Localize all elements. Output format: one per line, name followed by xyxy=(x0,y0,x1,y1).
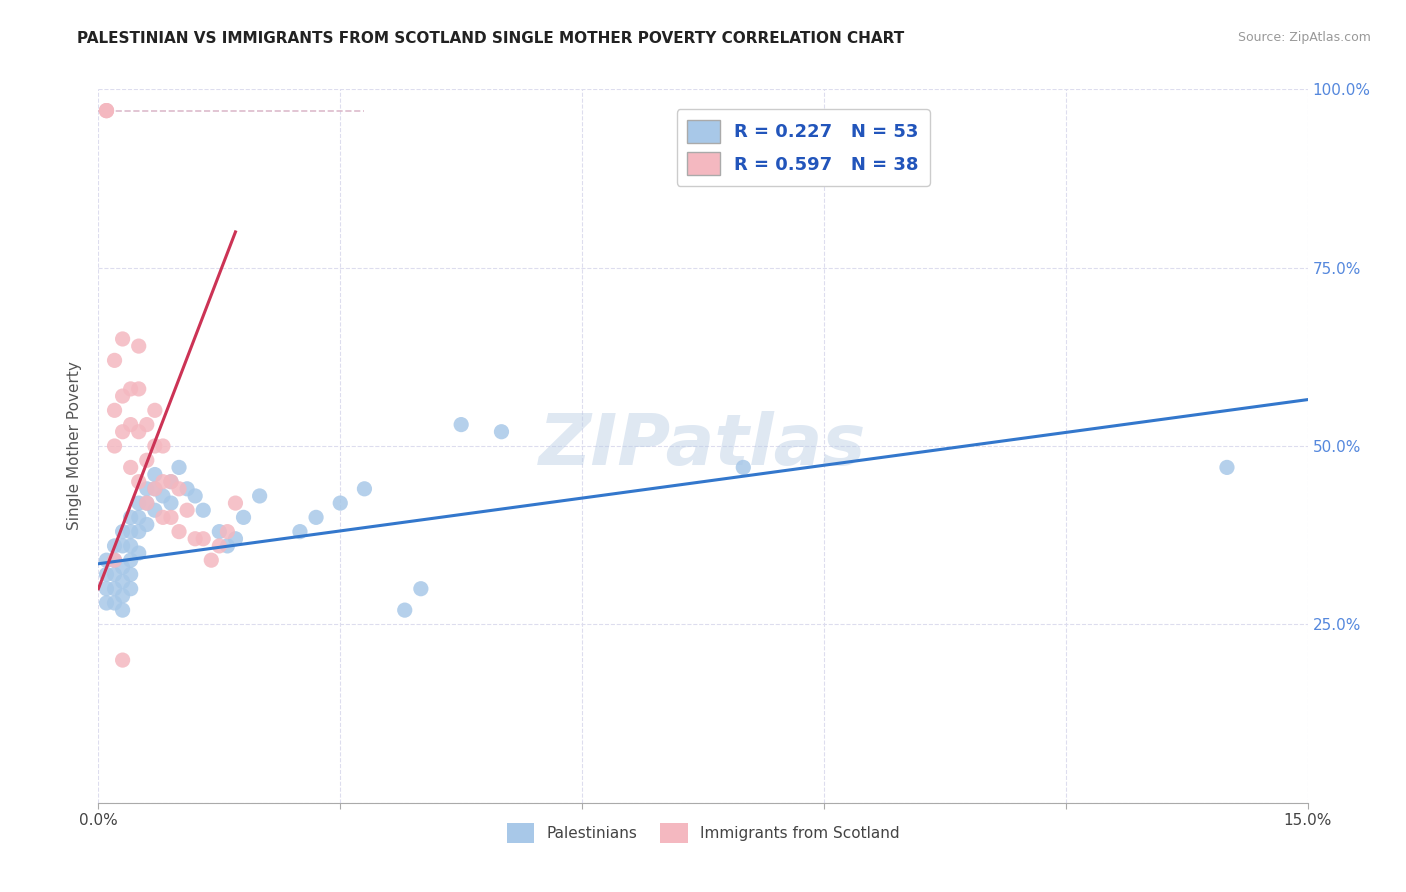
Point xyxy=(96,582,118,596)
Point xyxy=(152,439,174,453)
Point xyxy=(135,496,157,510)
Point xyxy=(184,489,207,503)
Point xyxy=(120,417,142,432)
Point xyxy=(128,546,150,560)
Point xyxy=(152,489,174,503)
Legend: Palestinians, Immigrants from Scotland: Palestinians, Immigrants from Scotland xyxy=(501,817,905,848)
Point xyxy=(120,553,142,567)
Point xyxy=(128,510,150,524)
Point xyxy=(200,553,222,567)
Point xyxy=(143,439,166,453)
Point xyxy=(143,482,166,496)
Point xyxy=(103,403,125,417)
Point xyxy=(224,532,246,546)
Point xyxy=(111,524,134,539)
Point xyxy=(120,567,142,582)
Point xyxy=(217,524,239,539)
Point xyxy=(103,553,125,567)
Point xyxy=(176,503,198,517)
Point xyxy=(103,353,125,368)
Point xyxy=(288,524,311,539)
Point xyxy=(111,603,134,617)
Point xyxy=(160,510,183,524)
Point xyxy=(143,467,166,482)
Point xyxy=(120,382,142,396)
Point xyxy=(733,460,755,475)
Point xyxy=(152,510,174,524)
Point xyxy=(143,403,166,417)
Point xyxy=(128,382,150,396)
Point xyxy=(176,482,198,496)
Point xyxy=(143,482,166,496)
Point xyxy=(491,425,513,439)
Point xyxy=(96,567,118,582)
Point xyxy=(128,475,150,489)
Point xyxy=(193,532,215,546)
Point xyxy=(103,553,125,567)
Point xyxy=(120,524,142,539)
Point xyxy=(135,453,157,467)
Point xyxy=(103,567,125,582)
Point xyxy=(208,539,231,553)
Point xyxy=(224,496,246,510)
Point xyxy=(135,517,157,532)
Point xyxy=(135,482,157,496)
Point xyxy=(167,482,190,496)
Point xyxy=(128,339,150,353)
Point xyxy=(111,653,134,667)
Point xyxy=(103,582,125,596)
Point xyxy=(120,582,142,596)
Point xyxy=(96,103,118,118)
Point xyxy=(329,496,352,510)
Point xyxy=(111,332,134,346)
Point xyxy=(167,460,190,475)
Point xyxy=(96,103,118,118)
Point xyxy=(128,425,150,439)
Point xyxy=(111,589,134,603)
Point xyxy=(120,539,142,553)
Point xyxy=(409,582,432,596)
Point xyxy=(96,553,118,567)
Point xyxy=(232,510,254,524)
Point xyxy=(450,417,472,432)
Point xyxy=(120,510,142,524)
Y-axis label: Single Mother Poverty: Single Mother Poverty xyxy=(67,361,83,531)
Point xyxy=(143,503,166,517)
Point xyxy=(96,596,118,610)
Point xyxy=(193,503,215,517)
Point xyxy=(111,539,134,553)
Point xyxy=(208,524,231,539)
Point xyxy=(184,532,207,546)
Point xyxy=(152,475,174,489)
Point xyxy=(249,489,271,503)
Text: Source: ZipAtlas.com: Source: ZipAtlas.com xyxy=(1237,31,1371,45)
Point xyxy=(135,417,157,432)
Point xyxy=(160,496,183,510)
Text: ZIPatlas: ZIPatlas xyxy=(540,411,866,481)
Point xyxy=(128,524,150,539)
Point xyxy=(305,510,328,524)
Point xyxy=(111,425,134,439)
Point xyxy=(217,539,239,553)
Point xyxy=(103,439,125,453)
Point xyxy=(111,389,134,403)
Point xyxy=(160,475,183,489)
Point xyxy=(1216,460,1239,475)
Point xyxy=(353,482,375,496)
Point xyxy=(167,524,190,539)
Point xyxy=(111,560,134,574)
Text: PALESTINIAN VS IMMIGRANTS FROM SCOTLAND SINGLE MOTHER POVERTY CORRELATION CHART: PALESTINIAN VS IMMIGRANTS FROM SCOTLAND … xyxy=(77,31,904,46)
Point xyxy=(103,596,125,610)
Point xyxy=(103,539,125,553)
Point xyxy=(160,475,183,489)
Point xyxy=(120,460,142,475)
Point xyxy=(111,574,134,589)
Point xyxy=(128,496,150,510)
Point xyxy=(394,603,416,617)
Point xyxy=(135,496,157,510)
Point xyxy=(96,103,118,118)
